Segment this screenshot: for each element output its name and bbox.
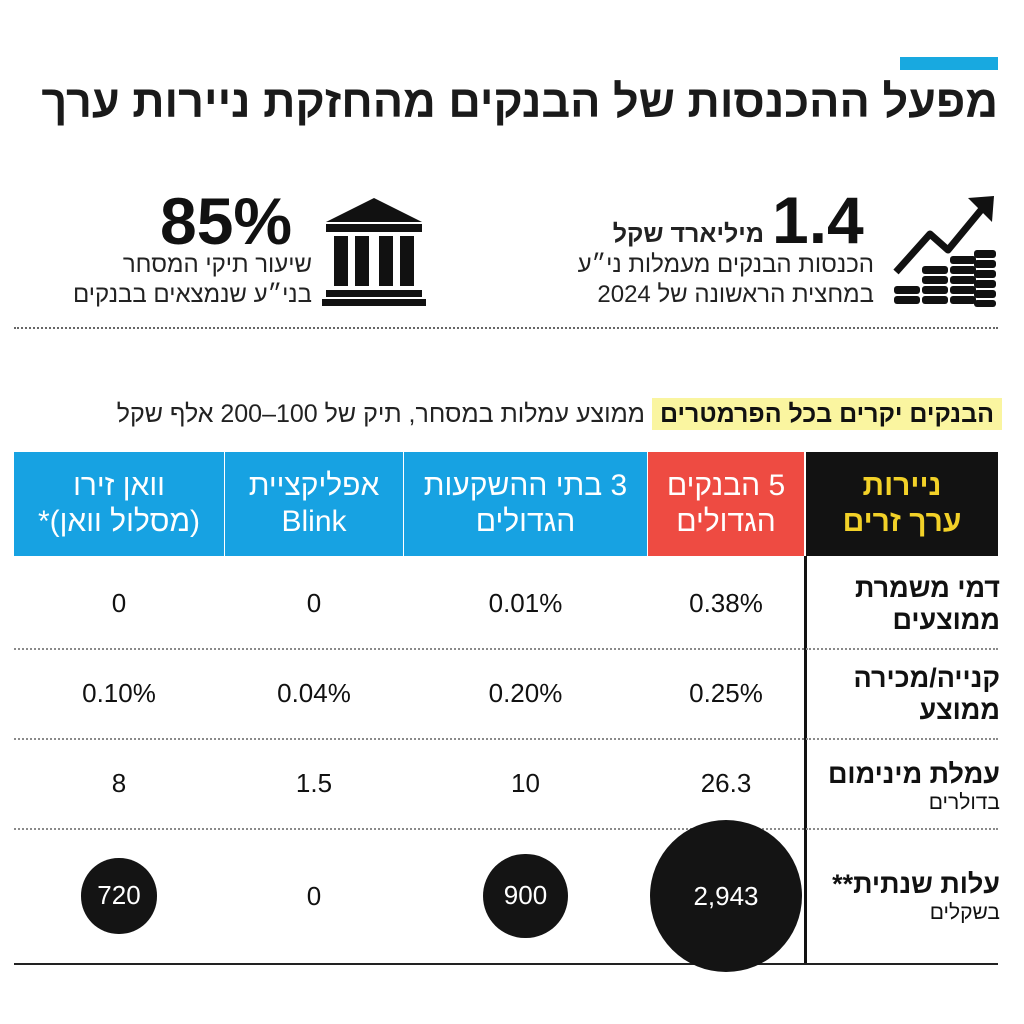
row-label-custody-sub: ממוצעים [892, 605, 1000, 635]
bank-building-icon [322, 198, 426, 306]
row-header-cell: ניירות ערך זרים [806, 452, 998, 556]
row-label-annual: עלות שנתית** בשקלים [832, 868, 1000, 926]
table-cell: 0.01% [488, 587, 563, 618]
row-label-annual-sub: בשקלים [929, 901, 1000, 924]
revenue-desc-line1: הכנסות הבנקים מעמלות ני״ע [577, 251, 874, 278]
table-subtitle: הבנקים יקרים בכל הפרמטרים ממוצע עמלות במ… [117, 392, 1002, 436]
label-column-divider [804, 556, 807, 964]
row-label-trade: קנייה/מכירה ממוצע [854, 662, 1000, 726]
table-cell: 0 [306, 587, 322, 618]
subtitle-highlight: הבנקים יקרים בכל הפרמטרים [651, 398, 1002, 430]
column-header-investment-houses-line2: הגדולים [475, 505, 576, 538]
revenue-unit: מיליארד שקל [612, 220, 764, 248]
row-label-annual-main: עלות שנתית** [832, 869, 1000, 899]
row-header-label: ניירות ערך זרים [842, 469, 962, 538]
row-label-custody-main: דמי משמרת [855, 573, 1000, 603]
share-desc-line1: שיעור תיקי המסחר [122, 251, 312, 278]
table-cell: 1.5 [295, 767, 333, 798]
row-divider [14, 738, 804, 740]
row-divider [14, 648, 804, 650]
table-cell: 0.04% [277, 677, 351, 708]
row-label-custody: דמי משמרת ממוצעים [855, 572, 1000, 636]
table-cell: 8 [111, 767, 127, 798]
row-divider [806, 648, 998, 650]
revenue-value: 1.4 [772, 183, 864, 257]
column-header-banks-line1: 5 הבנקים [666, 469, 786, 502]
row-divider [14, 828, 804, 830]
column-header-banks-line2: הגדולים [676, 505, 776, 538]
table-bottom-line [14, 963, 998, 965]
annual-cost-circle: 900 [483, 853, 568, 939]
column-header-one-zero: וואן זירו (מסלול וואן)* [14, 452, 224, 556]
revenue-desc-line2: במחצית הראשונה של 2024 [597, 281, 874, 308]
section-divider [14, 327, 998, 329]
column-header-blink-line1: אפליקציית [248, 469, 380, 502]
annual-cost-value: 0 [306, 880, 322, 911]
column-header-investment-houses: 3 בתי ההשקעות הגדולים [404, 452, 647, 556]
row-label-trade-main: קנייה/מכירה [853, 663, 1000, 693]
table-cell: 0.10% [82, 677, 156, 708]
growth-chart-coins-icon [893, 196, 996, 307]
table-cell: 0 [111, 587, 127, 618]
row-label-minimum: עמלת מינימום בדולרים [828, 758, 1000, 816]
row-divider [806, 828, 998, 830]
table-cell: 0.20% [488, 677, 563, 708]
column-header-blink-line2: Blink [281, 505, 347, 538]
column-header-one-zero-line1: וואן זירו [73, 469, 165, 502]
row-label-minimum-sub: בדולרים [928, 791, 1000, 814]
column-header-blink: אפליקציית Blink [225, 452, 403, 556]
table-cell: 26.3 [700, 767, 752, 798]
table-cell: 0.25% [689, 677, 763, 708]
row-divider [806, 738, 998, 740]
table-cell: 0.38% [689, 587, 763, 618]
title-accent-bar [900, 57, 998, 70]
column-header-banks: 5 הבנקים הגדולים [648, 452, 804, 556]
row-label-trade-sub: ממוצע [919, 695, 1001, 725]
annual-cost-circle: 720 [81, 858, 157, 934]
column-header-one-zero-line2: (מסלול וואן)* [37, 505, 201, 538]
annual-cost-circle: 2,943 [650, 820, 802, 972]
share-value: 85% [160, 184, 293, 258]
share-desc-line2: בני״ע שנמצאים בבנקים [73, 281, 312, 308]
page-title: מפעל ההכנסות של הבנקים מהחזקת ניירות ערך [41, 76, 998, 127]
table-cell: 10 [511, 767, 540, 798]
row-label-minimum-main: עמלת מינימום [827, 759, 1000, 789]
subtitle-rest: ממוצע עמלות במסחר, תיק של 100–200 אלף שק… [116, 400, 645, 428]
column-header-investment-houses-line1: 3 בתי ההשקעות [423, 469, 628, 502]
